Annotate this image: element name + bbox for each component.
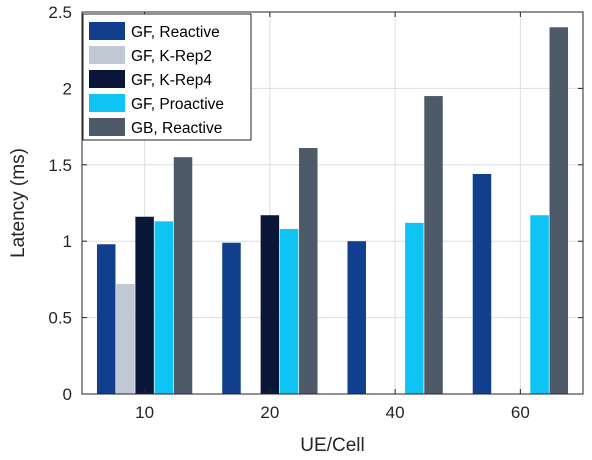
bar-gf-proactive-10 xyxy=(154,221,174,394)
x-tick-label: 60 xyxy=(511,403,530,422)
bar-gb-reactive-40 xyxy=(424,96,443,394)
legend-label: GF, K-Rep2 xyxy=(131,48,212,65)
y-tick-label: 2 xyxy=(63,79,72,98)
legend-swatch xyxy=(89,46,125,64)
legend-swatch xyxy=(89,22,125,40)
y-axis-label: Latency (ms) xyxy=(8,148,29,258)
x-tick-label: 20 xyxy=(260,403,279,422)
bar-gf-proactive-60 xyxy=(530,215,549,394)
x-axis-ticks: 10 20 40 60 xyxy=(135,12,530,422)
bar-gb-reactive-60 xyxy=(549,27,569,395)
legend-label: GF, Proactive xyxy=(131,96,224,113)
bar-gf-reactive-60 xyxy=(472,173,492,394)
y-axis-ticks: 0 0.5 1 1.5 2 2.5 xyxy=(48,3,583,404)
y-tick-label: 0 xyxy=(63,385,72,404)
legend-label: GF, Reactive xyxy=(131,24,220,41)
bar-gb-reactive-20 xyxy=(299,147,318,394)
plot-frame xyxy=(81,11,584,395)
y-tick-label: 2.5 xyxy=(48,3,72,22)
bar-gf-reactive-10 xyxy=(96,244,116,394)
bar-gf-proactive-40 xyxy=(405,222,424,394)
bar-gf-reactive-40 xyxy=(347,241,366,394)
legend-swatch xyxy=(89,94,125,112)
x-axis-label: UE/Cell xyxy=(300,435,364,456)
legend-swatch xyxy=(89,118,125,136)
y-tick-label: 0.5 xyxy=(48,309,72,328)
bar-gf-k-rep2-10 xyxy=(116,283,135,394)
bar-gb-reactive-10 xyxy=(173,157,193,394)
legend: GF, Reactive GF, K-Rep2 GF, K-Rep4 GF, Proa… xyxy=(82,13,252,141)
y-tick-label: 1 xyxy=(63,232,72,251)
bar-gf-k-rep4-10 xyxy=(135,216,154,394)
legend-swatch xyxy=(89,70,125,88)
bar-gf-k-rep4-20 xyxy=(260,215,280,394)
y-tick-label: 1.5 xyxy=(48,156,72,175)
x-tick-label: 10 xyxy=(135,403,154,422)
legend-label: GF, K-Rep4 xyxy=(131,72,212,89)
bar-gf-proactive-20 xyxy=(279,228,299,394)
x-tick-label: 40 xyxy=(386,403,405,422)
legend-label: GB, Reactive xyxy=(131,120,222,137)
bars xyxy=(96,27,569,395)
bar-gf-reactive-20 xyxy=(222,242,241,394)
